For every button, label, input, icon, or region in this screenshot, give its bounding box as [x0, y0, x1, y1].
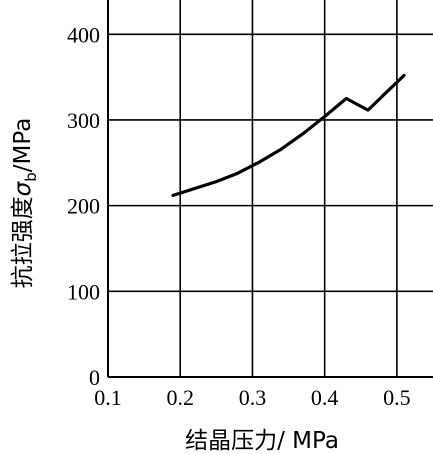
y-tick-label: 0 — [89, 365, 100, 390]
y-axis-title: 抗拉强度σb/MPa — [10, 118, 40, 289]
y-tick-label: 100 — [67, 279, 100, 304]
data-series-line — [171, 73, 406, 197]
x-tick-label: 0.2 — [166, 385, 194, 410]
x-tick-label: 0.1 — [94, 385, 122, 410]
axes — [107, 0, 433, 378]
x-axis-title: 结晶压力/ MPa — [185, 428, 339, 454]
y-tick-label: 400 — [67, 22, 100, 47]
y-axis-title-symbol: σ — [10, 180, 36, 196]
y-tick-labels: 0 100 200 300 400 — [67, 22, 100, 390]
y-tick-label: 300 — [67, 108, 100, 133]
x-tick-labels: 0.1 0.2 0.3 0.4 0.5 — [94, 385, 410, 410]
y-axis-title-prefix: 抗拉强度 — [10, 196, 36, 288]
y-tick-label: 200 — [67, 194, 100, 219]
x-tick-label: 0.4 — [311, 385, 339, 410]
x-tick-label: 0.5 — [383, 385, 411, 410]
x-tick-label: 0.3 — [239, 385, 267, 410]
y-axis-title-suffix: /MPa — [10, 118, 36, 173]
grid — [108, 0, 433, 377]
y-axis-title-subscript: b — [22, 172, 40, 182]
